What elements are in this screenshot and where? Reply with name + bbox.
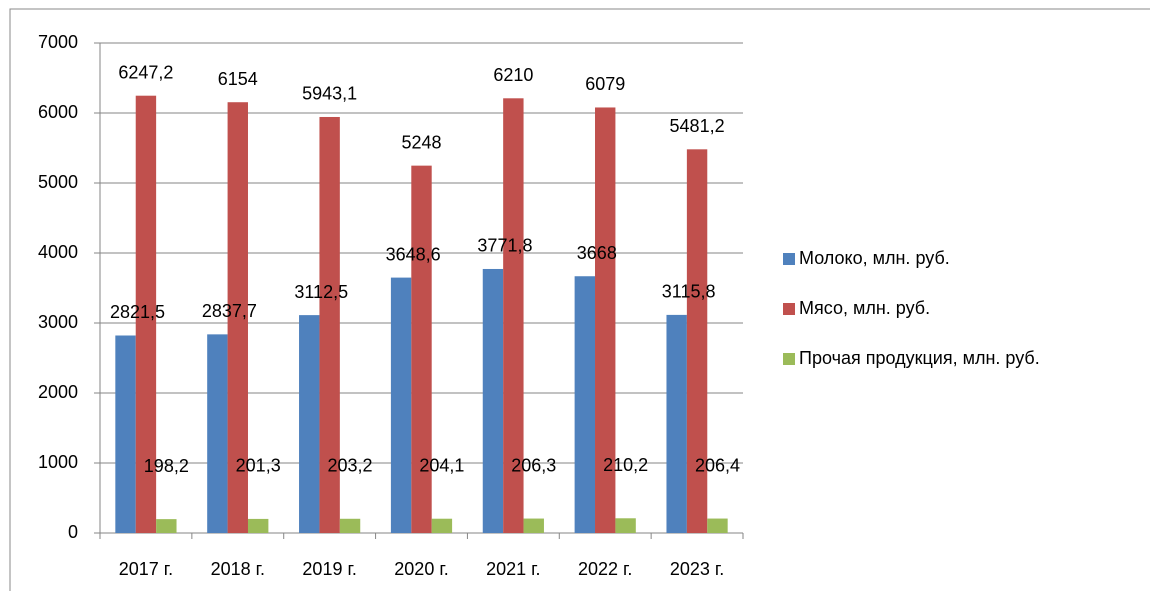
legend-label: Прочая продукция, млн. руб.: [799, 348, 1040, 368]
bar: [615, 518, 636, 533]
data-label: 3771,8: [477, 236, 532, 256]
data-label: 5943,1: [302, 84, 357, 104]
data-label: 3668: [577, 243, 617, 263]
data-label: 6247,2: [118, 62, 173, 82]
bar: [707, 518, 728, 533]
bar: [247, 518, 269, 533]
data-label: 198,2: [144, 456, 189, 476]
y-tick-label: 1000: [38, 452, 78, 472]
bar: [156, 519, 177, 533]
y-tick-label: 2000: [38, 382, 78, 402]
y-tick-label: 4000: [38, 242, 78, 262]
y-tick-label: 5000: [38, 172, 78, 192]
data-label: 3115,8: [662, 282, 716, 302]
data-label: 6210: [493, 65, 533, 85]
bar: [503, 98, 524, 534]
bar: [482, 268, 504, 533]
bar: [227, 102, 248, 533]
bar: [135, 95, 157, 534]
x-tick-label: 2019 г.: [302, 559, 356, 579]
data-label: 210,2: [603, 455, 648, 475]
data-label: 206,3: [511, 455, 556, 475]
data-label: 5481,2: [670, 116, 725, 136]
data-label: 2837,7: [202, 301, 257, 321]
bar: [207, 334, 228, 533]
bar: [686, 149, 708, 534]
data-label: 204,1: [419, 455, 464, 475]
bar: [574, 276, 596, 533]
x-tick-label: 2021 г.: [486, 559, 540, 579]
bar: [299, 315, 320, 533]
x-tick-label: 2018 г.: [211, 559, 265, 579]
bar: [523, 518, 544, 533]
bar: [390, 277, 412, 533]
data-label: 5248: [401, 132, 441, 152]
legend-label: Мясо, млн. руб.: [799, 298, 930, 318]
bar: [411, 165, 432, 533]
bar: [431, 518, 453, 533]
y-tick-label: 0: [68, 522, 78, 542]
x-tick-label: 2017 г.: [119, 559, 173, 579]
data-label: 3112,5: [294, 282, 348, 302]
data-label: 203,2: [328, 456, 373, 476]
x-tick-label: 2020 г.: [394, 559, 448, 579]
data-label: 206,4: [695, 455, 740, 475]
y-tick-label: 7000: [38, 32, 78, 52]
bar: [319, 116, 340, 533]
data-label: 6079: [585, 74, 625, 94]
bar: [115, 335, 136, 533]
x-tick-label: 2022 г.: [578, 559, 632, 579]
data-label: 2821,5: [110, 302, 165, 322]
y-tick-label: 6000: [38, 102, 78, 122]
bar: [595, 107, 616, 533]
legend-swatch: [783, 353, 795, 365]
legend-swatch: [783, 253, 795, 265]
data-label: 3648,6: [386, 244, 441, 264]
x-tick-label: 2023 г.: [670, 559, 724, 579]
bar: [339, 518, 361, 533]
bar: [666, 314, 687, 533]
data-label: 201,3: [236, 456, 281, 476]
data-label: 6154: [218, 69, 258, 89]
legend-swatch: [783, 303, 795, 315]
legend-label: Молоко, млн. руб.: [799, 248, 950, 268]
y-tick-label: 3000: [38, 312, 78, 332]
